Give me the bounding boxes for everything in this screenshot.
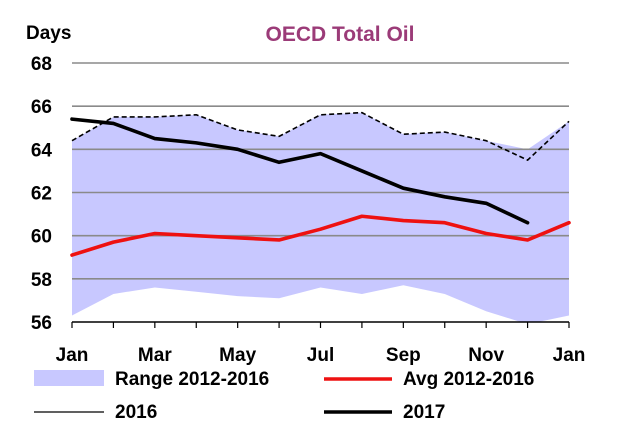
y-tick-label: 68 [31, 54, 52, 75]
legend-item-avg: Avg 2012-2016 [324, 369, 534, 390]
range-band-layer [72, 112, 569, 322]
x-tick-label: Sep [386, 345, 421, 366]
y-tick-label: 62 [31, 184, 52, 205]
legend-label-avg: Avg 2012-2016 [403, 369, 534, 390]
y-tick-label: 66 [31, 97, 52, 118]
y-tick-label: 60 [31, 227, 52, 248]
series-line-2017 [70, 117, 530, 225]
y-tick-label: 58 [31, 270, 52, 291]
legend-item-range: Range 2012-2016 [34, 369, 269, 390]
series-line-2016 [71, 111, 570, 161]
y-tick-label: 56 [31, 313, 52, 334]
series-line-avg-2012-2016 [70, 214, 571, 257]
y-axis-unit-label: Days [26, 23, 71, 44]
legend-item-2017: 2017 [324, 402, 445, 423]
x-tick-label: Jan [56, 345, 89, 366]
legend-swatch-range [34, 370, 104, 386]
x-tick-label: Jul [307, 345, 334, 366]
chart-title: OECD Total Oil [266, 23, 415, 46]
x-tick-label: Nov [468, 345, 504, 366]
legend-label-2016: 2016 [115, 402, 157, 423]
gridlines [72, 62, 569, 280]
legend-label-range: Range 2012-2016 [115, 369, 269, 390]
legend: Range 2012-2016 Avg 2012-2016 2016 2017 [34, 369, 534, 423]
x-tick-label: Mar [138, 345, 172, 366]
x-tick-label: May [219, 345, 256, 366]
series-lines [70, 111, 571, 257]
axes: 56 58 60 62 64 66 68 Jan Mar May Jul Sep Nov Jan [31, 54, 586, 366]
range-band [72, 112, 569, 322]
x-tick-label: Jan [553, 345, 586, 366]
y-tick-label: 64 [31, 140, 53, 161]
legend-item-2016: 2016 [34, 402, 157, 423]
legend-label-2017: 2017 [403, 402, 445, 423]
